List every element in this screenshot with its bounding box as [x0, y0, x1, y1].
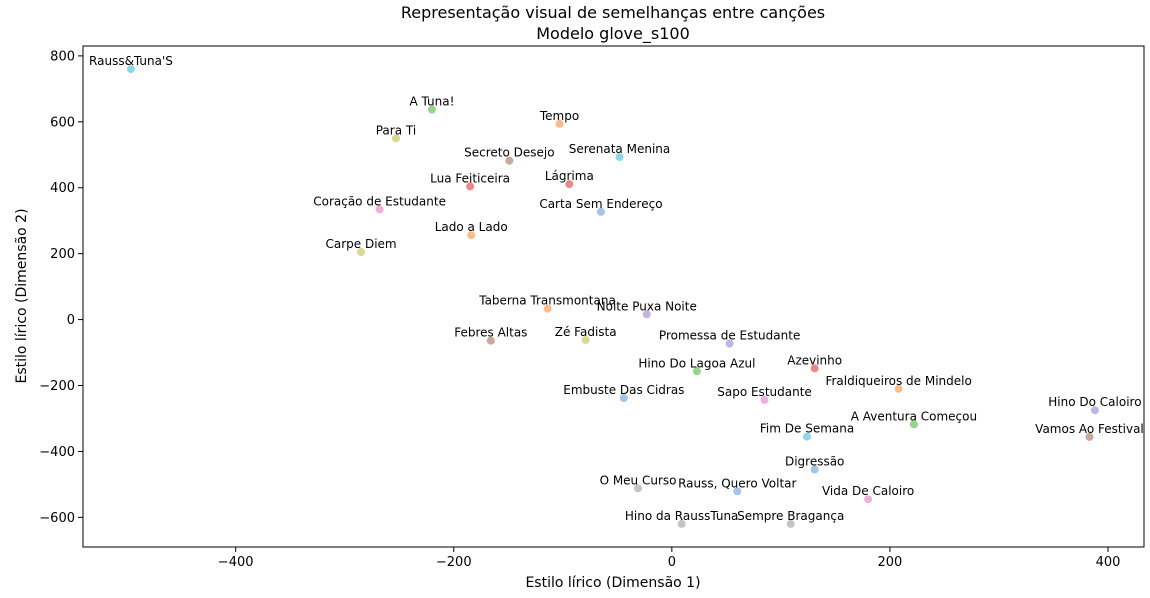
y-tick-label: 800 [50, 49, 75, 64]
y-axis-label: Estilo lírico (Dimensão 2) [14, 208, 30, 383]
chart-subtitle: Modelo glove_s100 [536, 24, 690, 44]
y-tick-label: −200 [39, 379, 75, 394]
data-point [894, 384, 903, 393]
point-label: Lua Feiticeira [430, 171, 510, 185]
point-label: Fraldiqueiros de Mindelo [825, 374, 971, 388]
point-label: A Aventura Começou [851, 409, 977, 423]
data-point [555, 119, 564, 128]
data-point [692, 367, 701, 376]
data-point [810, 465, 819, 474]
chart-title: Representação visual de semelhanças entr… [401, 3, 825, 22]
point-label: Carta Sem Endereço [539, 197, 662, 211]
data-point [864, 495, 873, 504]
x-axis-ticks: −400 −200 0 200 400 [218, 547, 1121, 570]
point-label: Vamos Ao Festival [1035, 422, 1144, 436]
point-label: Hino Do Lagoa Azul [638, 356, 755, 370]
point-label: Fim De Semana [760, 422, 854, 436]
data-point [619, 394, 628, 403]
point-label: Zé Fadista [555, 325, 617, 339]
data-point [1090, 406, 1099, 415]
point-label: Taberna Transmontana [478, 294, 616, 308]
x-tick-label: 0 [668, 555, 676, 570]
data-point [391, 134, 400, 143]
data-point [466, 182, 475, 191]
point-label: Lado a Lado [435, 220, 508, 234]
point-label: A Tuna! [409, 95, 454, 109]
data-point [642, 310, 651, 319]
point-label: Hino Do Caloiro [1048, 395, 1141, 409]
y-tick-label: 200 [50, 247, 75, 262]
point-label: Febres Altas [454, 326, 527, 340]
point-label: Tempo [539, 109, 579, 123]
data-point [486, 336, 495, 345]
point-label: Sapo Estudante [717, 385, 812, 399]
data-point [677, 519, 686, 528]
point-label: Coração de Estudante [313, 194, 446, 208]
x-tick-label: −400 [218, 555, 254, 570]
x-tick-label: 200 [878, 555, 903, 570]
point-label: Carpe Diem [325, 237, 396, 251]
y-tick-label: 400 [50, 181, 75, 196]
x-tick-label: 400 [1096, 555, 1121, 570]
point-label: Rauss, Quero Voltar [678, 476, 796, 490]
point-label: Secreto Desejo [464, 146, 554, 160]
data-point [375, 205, 384, 214]
data-point [126, 65, 135, 74]
point-label: Lágrima [545, 169, 594, 183]
data-point [357, 248, 366, 257]
y-tick-label: 0 [67, 313, 75, 328]
point-label: Hino da RaussTuna [625, 509, 739, 523]
data-point [581, 336, 590, 345]
data-point [427, 105, 436, 114]
y-tick-label: −600 [39, 511, 75, 526]
data-point [810, 364, 819, 373]
y-tick-label: 600 [50, 115, 75, 130]
data-point [634, 484, 643, 493]
point-label: Para Ti [376, 123, 416, 137]
point-label: Embuste Das Cidras [563, 383, 684, 397]
data-point [505, 156, 514, 165]
point-label: Rauss&Tuna'S [89, 54, 173, 68]
data-point [909, 420, 918, 429]
data-point [467, 231, 476, 240]
point-label: Digressão [785, 455, 844, 469]
point-label: Azevinho [787, 353, 842, 367]
points-layer [126, 65, 1099, 528]
data-point [615, 153, 624, 162]
point-label: Serenata Menina [569, 142, 671, 156]
data-point [786, 519, 795, 528]
x-axis-label: Estilo lírico (Dimensão 1) [525, 575, 700, 591]
data-point [543, 304, 552, 313]
y-axis-ticks: −600 −400 −200 0 200 400 600 800 [39, 49, 83, 526]
data-point [565, 180, 574, 189]
data-point [733, 487, 742, 496]
point-label: Noite Puxa Noite [597, 299, 697, 313]
point-label: Sempre Bragança [737, 509, 844, 523]
data-point [596, 207, 605, 216]
labels-layer: Rauss&Tuna'S A Tuna! Tempo Para Ti Serenata … [89, 54, 1144, 523]
point-label: O Meu Curso [600, 473, 677, 487]
data-point [760, 395, 769, 404]
point-label: Promessa de Estudante [659, 329, 800, 343]
data-point [725, 339, 734, 348]
plot-frame [82, 45, 1145, 548]
y-tick-label: −400 [39, 445, 75, 460]
data-point [803, 432, 812, 441]
data-point [1085, 432, 1094, 441]
x-tick-label: −200 [436, 555, 472, 570]
point-label: Vida De Caloiro [822, 484, 914, 498]
